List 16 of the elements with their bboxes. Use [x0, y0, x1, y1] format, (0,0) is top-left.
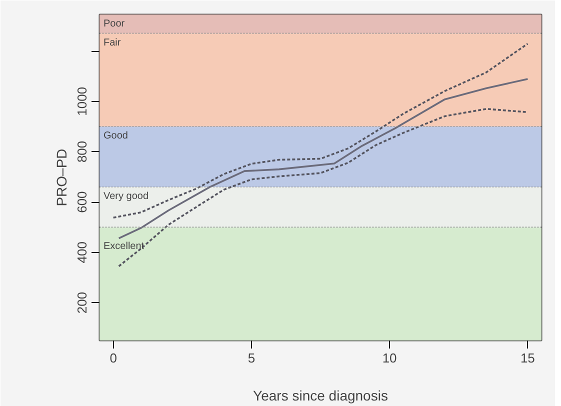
band-label: Fair — [104, 37, 122, 48]
band-label: Excellent — [104, 241, 144, 252]
band-label: Poor — [104, 18, 126, 30]
y-tick-label: 600 — [74, 191, 90, 213]
y-tick-label: 200 — [74, 292, 90, 314]
x-tick-label: 15 — [520, 350, 535, 366]
x-axis-title: Years since diagnosis — [253, 388, 388, 404]
y-tick-label: 400 — [74, 242, 90, 264]
x-tick-label: 5 — [248, 350, 256, 366]
band-label: Good — [104, 130, 128, 142]
x-tick-label: 10 — [382, 350, 397, 366]
y-tick-label: 1000 — [74, 86, 90, 116]
y-tick-label: 800 — [74, 140, 90, 163]
band-label: Very good — [104, 190, 149, 202]
y-axis-title: PRO–PD — [54, 148, 70, 206]
x-tick-label: 0 — [110, 350, 117, 366]
